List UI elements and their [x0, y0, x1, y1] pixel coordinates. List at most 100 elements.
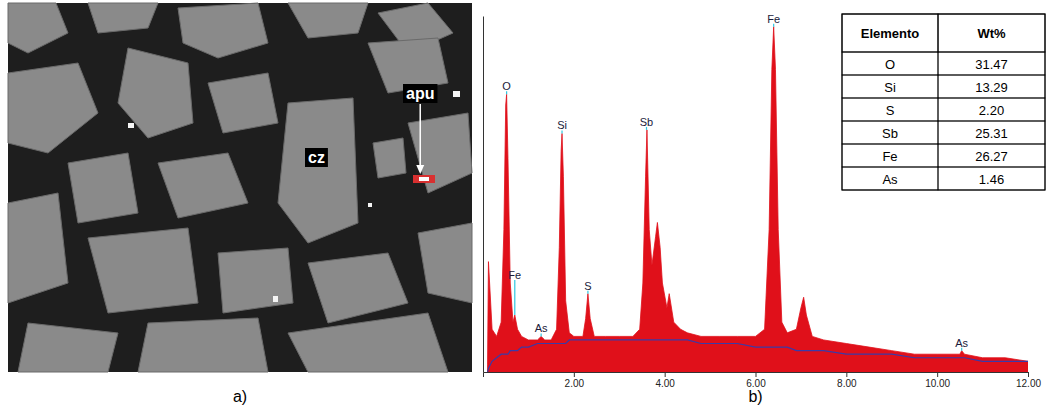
grain [218, 248, 293, 313]
grain [8, 63, 98, 153]
peak-marker [506, 91, 507, 94]
table-text: S [886, 103, 895, 118]
table-cell [842, 52, 938, 75]
bright-spot [273, 296, 278, 302]
micrograph-background [8, 3, 472, 372]
peak-label: O [502, 80, 511, 92]
x-tick: 10.00 [925, 372, 950, 389]
table-text: 31.47 [975, 57, 1008, 72]
bright-spot [453, 91, 460, 97]
peak-label: Fe [767, 13, 780, 25]
table-cell [842, 75, 938, 98]
grain [68, 153, 138, 223]
y-axis-line [483, 17, 484, 373]
x-tick: 8.00 [837, 372, 857, 389]
x-tick-label: 2.00 [565, 378, 585, 389]
background-line [488, 340, 1028, 372]
grain [408, 113, 472, 193]
analysis-spot [413, 175, 435, 183]
table-cell [842, 14, 938, 52]
table-frame [842, 14, 1045, 190]
table-cell [938, 121, 1045, 144]
grain [288, 313, 448, 372]
grain [158, 153, 248, 218]
table-header: Elemento [861, 26, 920, 41]
peak-label: Sb [640, 116, 653, 128]
grain [18, 323, 118, 372]
x-tick: 6.00 [746, 372, 766, 389]
x-tick: 2.00 [565, 372, 585, 389]
image-label: apu [403, 84, 437, 103]
image-label-box [403, 84, 437, 103]
x-tick-mark [937, 372, 938, 377]
x-tick-mark [756, 372, 757, 377]
peak-marker [587, 291, 588, 294]
peak-label: As [535, 322, 548, 334]
x-tick-label: 10.00 [925, 378, 950, 389]
table-text: Sb [882, 126, 898, 141]
image-label: cz [305, 148, 328, 167]
grain [288, 3, 368, 38]
peak-marker [514, 280, 515, 315]
grain [88, 228, 198, 313]
element-table: ElementoWt%O31.47Si13.29S2.20Sb25.31Fe26… [842, 14, 1045, 190]
x-axis-line [484, 373, 1029, 378]
x-tick: 4.00 [655, 372, 675, 389]
x-tick-mark [574, 372, 575, 377]
bright-spot [368, 203, 372, 207]
table-header: Wt% [977, 26, 1006, 41]
peak-marker [561, 130, 562, 133]
peak-label: Fe [508, 269, 521, 281]
grain [308, 253, 408, 323]
image-label-box [305, 148, 328, 167]
peak-marker [541, 333, 542, 336]
y-axis [483, 17, 484, 373]
micrograph: cz apu [8, 3, 472, 372]
table-cell [842, 121, 938, 144]
peak-label: S [584, 280, 591, 292]
image-label-text: apu [406, 85, 434, 102]
arrow-shaft [419, 104, 421, 169]
arrow-head [416, 165, 424, 174]
bright-spot [128, 123, 134, 128]
grain [8, 193, 68, 303]
analysis-spot-core [419, 177, 429, 181]
x-tick-label: 4.00 [655, 378, 675, 389]
table-text: 2.20 [979, 103, 1004, 118]
x-tick-mark [665, 372, 666, 377]
grain [373, 138, 406, 178]
x-tick-mark [846, 372, 847, 377]
table-cell [938, 144, 1045, 167]
table-cell [842, 144, 938, 167]
table-text: 25.31 [975, 126, 1008, 141]
peak-label: As [955, 337, 968, 349]
x-tick-mark [1028, 372, 1029, 377]
x-tick-label: 8.00 [837, 378, 857, 389]
table-cell [842, 167, 938, 190]
table-cell [938, 52, 1045, 75]
grain [118, 48, 193, 138]
figure: czapu2.004.006.008.0010.0012.00OFeAsSiSS… [0, 0, 1051, 410]
table-text: 1.46 [979, 172, 1004, 187]
image-label-text: cz [308, 149, 325, 166]
table-text: Fe [882, 149, 897, 164]
panel-label: b) [748, 388, 762, 405]
panel-label: a) [233, 388, 247, 405]
table-cell [842, 98, 938, 121]
table-cell [938, 167, 1045, 190]
table-text: 26.27 [975, 149, 1008, 164]
table-text: 13.29 [975, 80, 1008, 95]
x-tick-label: 12.00 [1016, 378, 1041, 389]
grain [278, 98, 358, 243]
table-text: As [882, 172, 898, 187]
x-tick: 12.00 [1016, 372, 1041, 389]
table-text: O [885, 57, 895, 72]
grain [208, 73, 278, 133]
grain [88, 3, 158, 33]
table-cell [938, 14, 1045, 52]
grain [138, 318, 268, 372]
x-axis: 2.00 4.00 6.00 8.00 10.00 12.00 [484, 372, 1042, 389]
table-cell [938, 75, 1045, 98]
peak-marker [961, 348, 962, 351]
peak-marker [773, 24, 774, 27]
